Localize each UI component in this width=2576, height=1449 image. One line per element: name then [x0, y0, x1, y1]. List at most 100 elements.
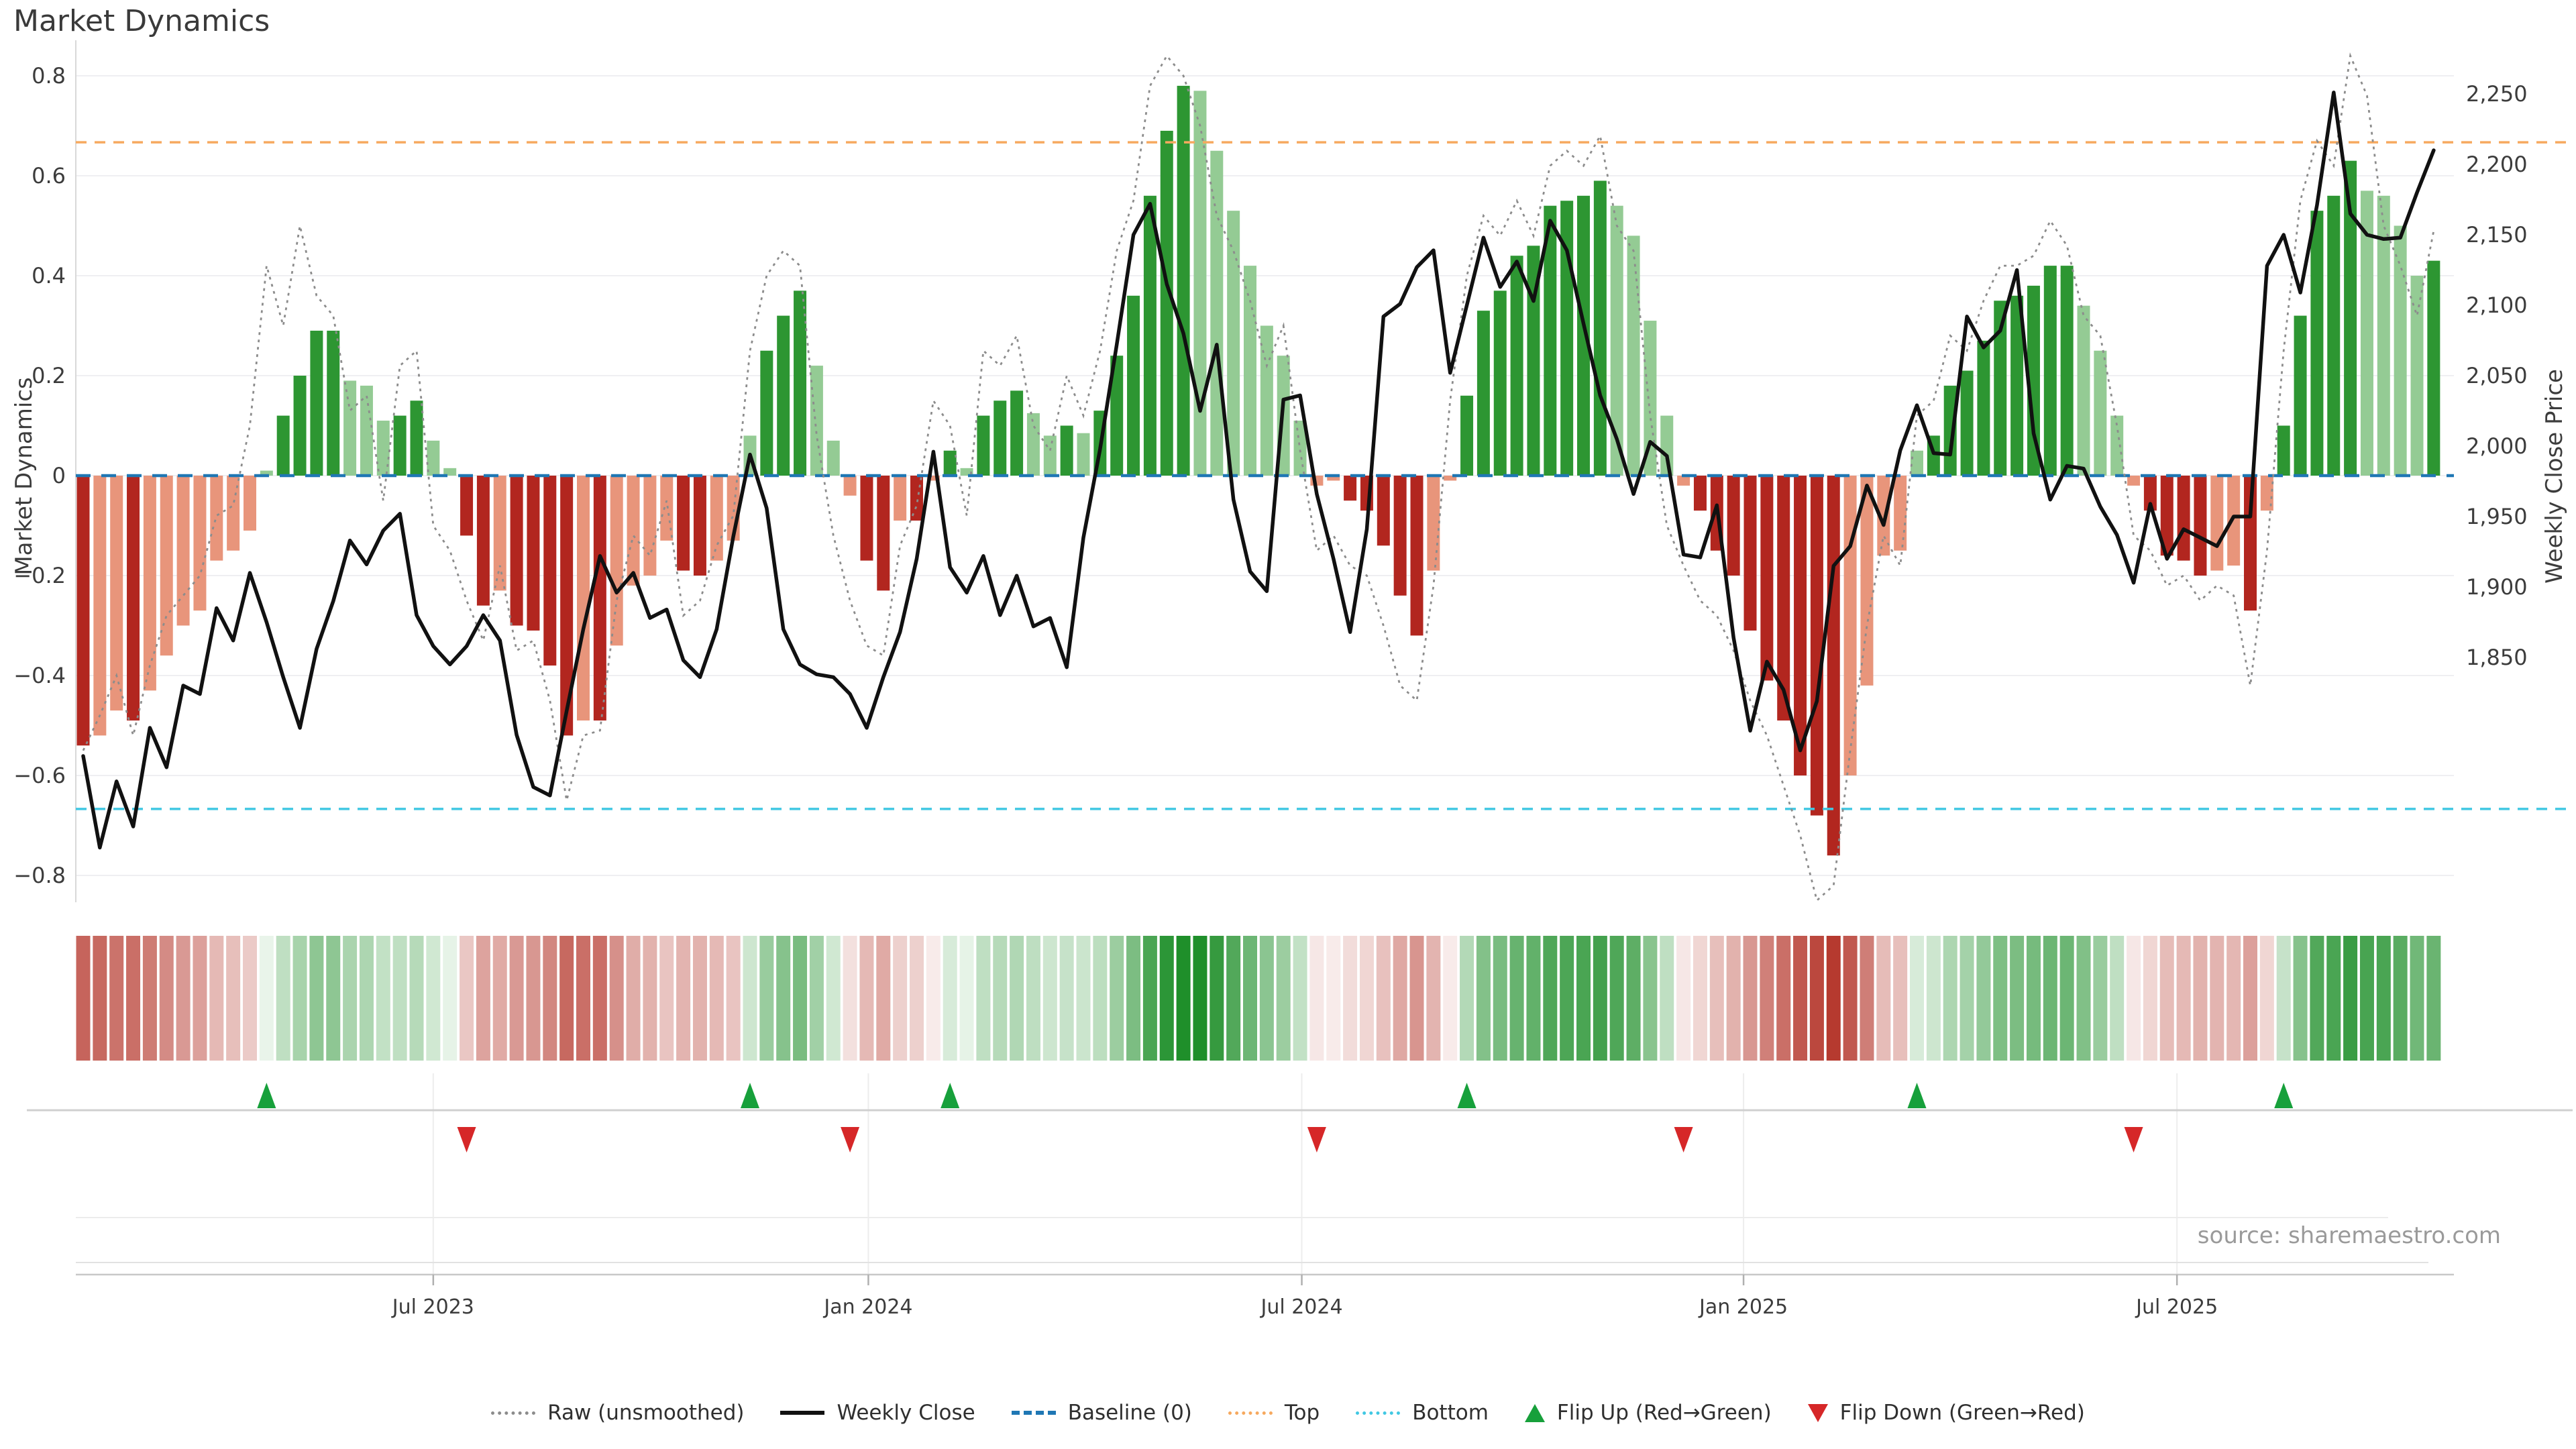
heatmap-cell	[1526, 936, 1541, 1061]
legend-item-flip-down[interactable]: Flip Down (Green→Red)	[1807, 1401, 2085, 1425]
heatmap-cell	[1193, 936, 1208, 1061]
heatmap-cell	[276, 936, 290, 1061]
legend-label: Raw (unsmoothed)	[547, 1401, 745, 1425]
dynamics-bar	[2127, 476, 2141, 486]
heatmap-cell	[1993, 936, 2008, 1061]
flip-up-marker	[941, 1083, 960, 1108]
heatmap-cell	[326, 936, 341, 1061]
heatmap-cell	[1110, 936, 1124, 1061]
dynamics-bar	[210, 476, 223, 561]
heatmap-cell	[776, 936, 791, 1061]
heatmap-cell	[959, 936, 974, 1061]
heatmap-cell	[1359, 936, 1374, 1061]
left-tick-label: −0.4	[13, 663, 66, 688]
dynamics-bar	[1994, 301, 2007, 476]
dynamics-bar	[2360, 191, 2373, 476]
heatmap-cell	[2127, 936, 2141, 1061]
heatmap-cell	[709, 936, 724, 1061]
heatmap-cell	[2026, 936, 2041, 1061]
dynamics-bar	[2394, 225, 2407, 476]
right-tick-label: 2,150	[2466, 222, 2528, 248]
dynamics-bar	[443, 468, 457, 476]
legend-item-bottom[interactable]: Bottom	[1356, 1401, 1489, 1425]
dynamics-bar	[1260, 325, 1273, 476]
heatmap-cell	[76, 936, 91, 1061]
heatmap-cell	[509, 936, 524, 1061]
heatmap-cell	[1843, 936, 1858, 1061]
dynamics-bar	[710, 476, 723, 561]
heatmap-cell	[2293, 936, 2308, 1061]
heatmap-cell	[1393, 936, 1407, 1061]
heatmap-cell	[1476, 936, 1491, 1061]
heatmap-cell	[1509, 936, 1524, 1061]
dynamics-bar	[2027, 285, 2040, 476]
dynamics-bar	[527, 476, 540, 631]
heatmap-cell	[643, 936, 657, 1061]
heatmap-cell	[659, 936, 674, 1061]
dynamics-bar	[777, 315, 790, 476]
right-tick-label: 1,900	[2466, 574, 2528, 600]
heatmap-cell	[943, 936, 957, 1061]
heatmap-cell	[676, 936, 691, 1061]
dynamics-bar	[2244, 476, 2257, 611]
dynamics-bar	[627, 476, 640, 586]
heatmap-cell	[343, 936, 358, 1061]
dynamics-bar	[977, 415, 990, 476]
dynamics-bar	[660, 476, 674, 541]
dynamics-bar	[810, 366, 823, 476]
legend-item-top[interactable]: Top	[1228, 1401, 1320, 1425]
dynamics-bar	[2077, 305, 2090, 476]
heatmap-cell	[209, 936, 224, 1061]
dynamics-bar	[1510, 256, 1523, 476]
dynamics-bar	[1743, 476, 1757, 631]
page-title: Market Dynamics	[13, 4, 270, 38]
dynamics-bar	[943, 450, 957, 476]
dynamics-bar	[1760, 476, 1774, 681]
dynamics-bar	[760, 350, 773, 476]
heatmap-cell	[1343, 936, 1358, 1061]
heatmap-cell	[1960, 936, 1974, 1061]
flip-up-marker	[2274, 1083, 2294, 1108]
right-tick-label: 2,050	[2466, 363, 2528, 388]
x-tick-label: Jan 2024	[822, 1295, 912, 1319]
heatmap-cell	[1593, 936, 1607, 1061]
heatmap-cell	[1776, 936, 1791, 1061]
legend-item-raw[interactable]: Raw (unsmoothed)	[491, 1401, 744, 1425]
heatmap-cell	[2359, 936, 2374, 1061]
left-tick-label: 0.2	[32, 363, 66, 388]
dynamics-bar	[2160, 476, 2174, 556]
heatmap-cell	[2259, 936, 2274, 1061]
dynamics-bar	[1110, 356, 1124, 476]
heatmap-cell	[2376, 936, 2391, 1061]
left-tick-label: 0.4	[32, 263, 66, 288]
dynamics-bar	[2060, 266, 2074, 476]
dynamics-bar	[1827, 476, 1840, 856]
heatmap-cell	[1660, 936, 1674, 1061]
heatmap-cell	[1793, 936, 1808, 1061]
heatmap-cell	[2110, 936, 2125, 1061]
flip-up-marker	[741, 1083, 759, 1108]
dynamics-bar	[860, 476, 873, 561]
dynamics-bar	[994, 400, 1007, 476]
heatmap-cell	[592, 936, 607, 1061]
source-label: source: sharemaestro.com	[2197, 1222, 2501, 1249]
heatmap-cell	[1309, 936, 1324, 1061]
heatmap-cell	[1743, 936, 1758, 1061]
heatmap-cell	[910, 936, 924, 1061]
dynamics-bar	[1660, 415, 1674, 476]
left-tick-label: −0.2	[13, 563, 66, 588]
heatmap-cell	[1460, 936, 1474, 1061]
dynamics-bar	[2344, 160, 2357, 476]
legend-item-flip-up[interactable]: Flip Up (Red→Green)	[1524, 1401, 1772, 1425]
dynamics-bar	[1444, 476, 1457, 481]
dynamics-bar	[1143, 195, 1157, 476]
legend-item-baseline[interactable]: Baseline (0)	[1011, 1401, 1192, 1425]
heatmap-cell	[142, 936, 157, 1061]
legend: Raw (unsmoothed) Weekly Close Baseline (…	[0, 1401, 2576, 1425]
dynamics-bar	[176, 476, 190, 626]
dynamics-bar	[2110, 415, 2124, 476]
dynamics-bar	[193, 476, 207, 611]
legend-item-weekly-close[interactable]: Weekly Close	[780, 1401, 975, 1425]
heatmap-cell	[2393, 936, 2408, 1061]
dynamics-bar	[244, 476, 256, 531]
